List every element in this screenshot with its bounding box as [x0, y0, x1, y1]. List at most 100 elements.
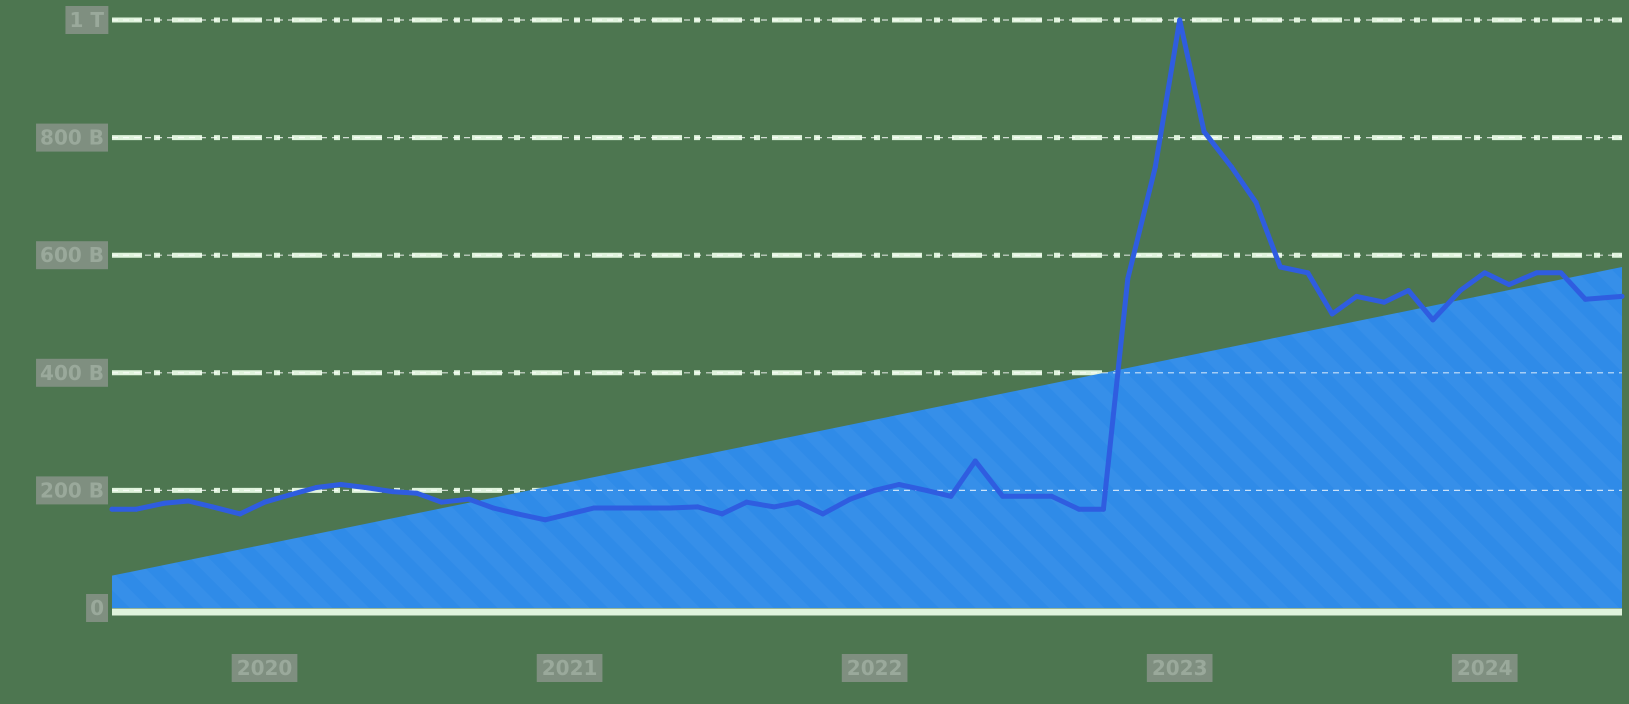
y-tick-box	[36, 358, 108, 387]
area-series	[112, 19, 1622, 608]
x-tick-labels: 2020 2021 2022 2023 2024	[231, 654, 1518, 682]
line-point	[1457, 287, 1463, 293]
line-point	[1152, 164, 1158, 170]
line-point	[237, 511, 243, 517]
x-tick-box	[231, 654, 298, 682]
line-point	[591, 505, 597, 511]
line-point	[262, 499, 268, 505]
line-point	[133, 506, 139, 512]
y-tick-label: 600 B	[40, 243, 104, 267]
line-point	[1405, 287, 1411, 293]
line-point	[1619, 293, 1625, 299]
line-point	[567, 511, 573, 517]
line-point	[1534, 270, 1540, 276]
line-point	[719, 511, 725, 517]
line-point	[1277, 264, 1283, 270]
x-tick-box	[1146, 654, 1213, 682]
x-tick-box	[536, 654, 603, 682]
line-point	[643, 505, 649, 511]
line-point	[771, 504, 777, 510]
line-point	[1000, 493, 1006, 499]
y-tick-box	[36, 241, 108, 270]
y-tick-label: 200 B	[40, 478, 104, 502]
line-point	[542, 517, 548, 523]
line-point	[515, 511, 521, 517]
line-point	[744, 499, 750, 505]
y-tick-box	[36, 476, 108, 505]
line-point	[1329, 311, 1335, 317]
line-point	[1253, 199, 1259, 205]
line-point	[847, 496, 853, 502]
y-tick-label: 0	[90, 596, 104, 620]
line-point	[923, 487, 929, 493]
y-tick-label: 1 T	[69, 8, 104, 32]
x-tick: 2024	[1451, 654, 1518, 682]
y-tick-box	[36, 123, 108, 152]
y-tick-label: 800 B	[40, 126, 104, 150]
line-point	[1049, 493, 1055, 499]
line-point	[161, 500, 167, 506]
line-point	[872, 487, 878, 493]
x-tick-label: 2022	[847, 656, 903, 680]
line-point	[896, 482, 902, 488]
gridlines	[112, 17, 1622, 493]
line-point	[667, 505, 673, 511]
line-point	[1305, 270, 1311, 276]
x-tick: 2023	[1146, 654, 1213, 682]
line-point	[1076, 506, 1082, 512]
line-point	[185, 498, 191, 504]
area-hatch	[112, 266, 1622, 608]
line-point	[1482, 270, 1488, 276]
line-point	[1201, 129, 1207, 135]
x-tick: 2021	[536, 654, 603, 682]
x-tick-box	[841, 654, 908, 682]
y-tick: 800 B	[36, 123, 108, 152]
line-point	[1430, 317, 1436, 323]
line-point	[795, 499, 801, 505]
line-point	[1582, 296, 1588, 302]
line-point	[490, 505, 496, 511]
line-point	[362, 484, 368, 490]
x-tick-box	[1451, 654, 1518, 682]
line-point	[618, 505, 624, 511]
line-point	[390, 489, 396, 495]
line-series-path	[109, 17, 1625, 523]
y-tick: 400 B	[36, 358, 108, 387]
x-tick-label: 2023	[1152, 656, 1208, 680]
line-point	[1354, 293, 1360, 299]
line-point	[1024, 493, 1030, 499]
line-point	[972, 458, 978, 464]
line-point	[820, 511, 826, 517]
y-tick: 200 B	[36, 476, 108, 505]
y-tick: 600 B	[36, 241, 108, 270]
line-point	[695, 504, 701, 510]
line-point	[1177, 17, 1183, 23]
y-tick-labels: 0 200 B 400 B 600 B 800 B 1 T	[36, 6, 109, 622]
line-point	[1125, 276, 1131, 282]
line-point	[1229, 164, 1235, 170]
line-series	[109, 17, 1625, 523]
y-tick-box	[86, 594, 108, 622]
line-point	[438, 499, 444, 505]
line-point	[1558, 270, 1564, 276]
line-point	[338, 482, 344, 488]
line-point	[466, 496, 472, 502]
x-tick-label: 2020	[237, 656, 293, 680]
x-tick: 2022	[841, 654, 908, 682]
line-point	[109, 506, 115, 512]
line-point	[286, 492, 292, 498]
line-point	[1100, 506, 1106, 512]
line-point	[948, 493, 954, 499]
line-point	[313, 484, 319, 490]
line-point	[414, 490, 420, 496]
x-tick-label: 2024	[1457, 656, 1513, 680]
line-point	[1381, 299, 1387, 305]
line-point	[210, 504, 216, 510]
y-tick-label: 400 B	[40, 361, 104, 385]
line-point	[1506, 282, 1512, 288]
y-tick: 1 T	[65, 6, 109, 34]
x-tick-label: 2021	[542, 656, 598, 680]
y-tick: 0	[86, 594, 108, 622]
